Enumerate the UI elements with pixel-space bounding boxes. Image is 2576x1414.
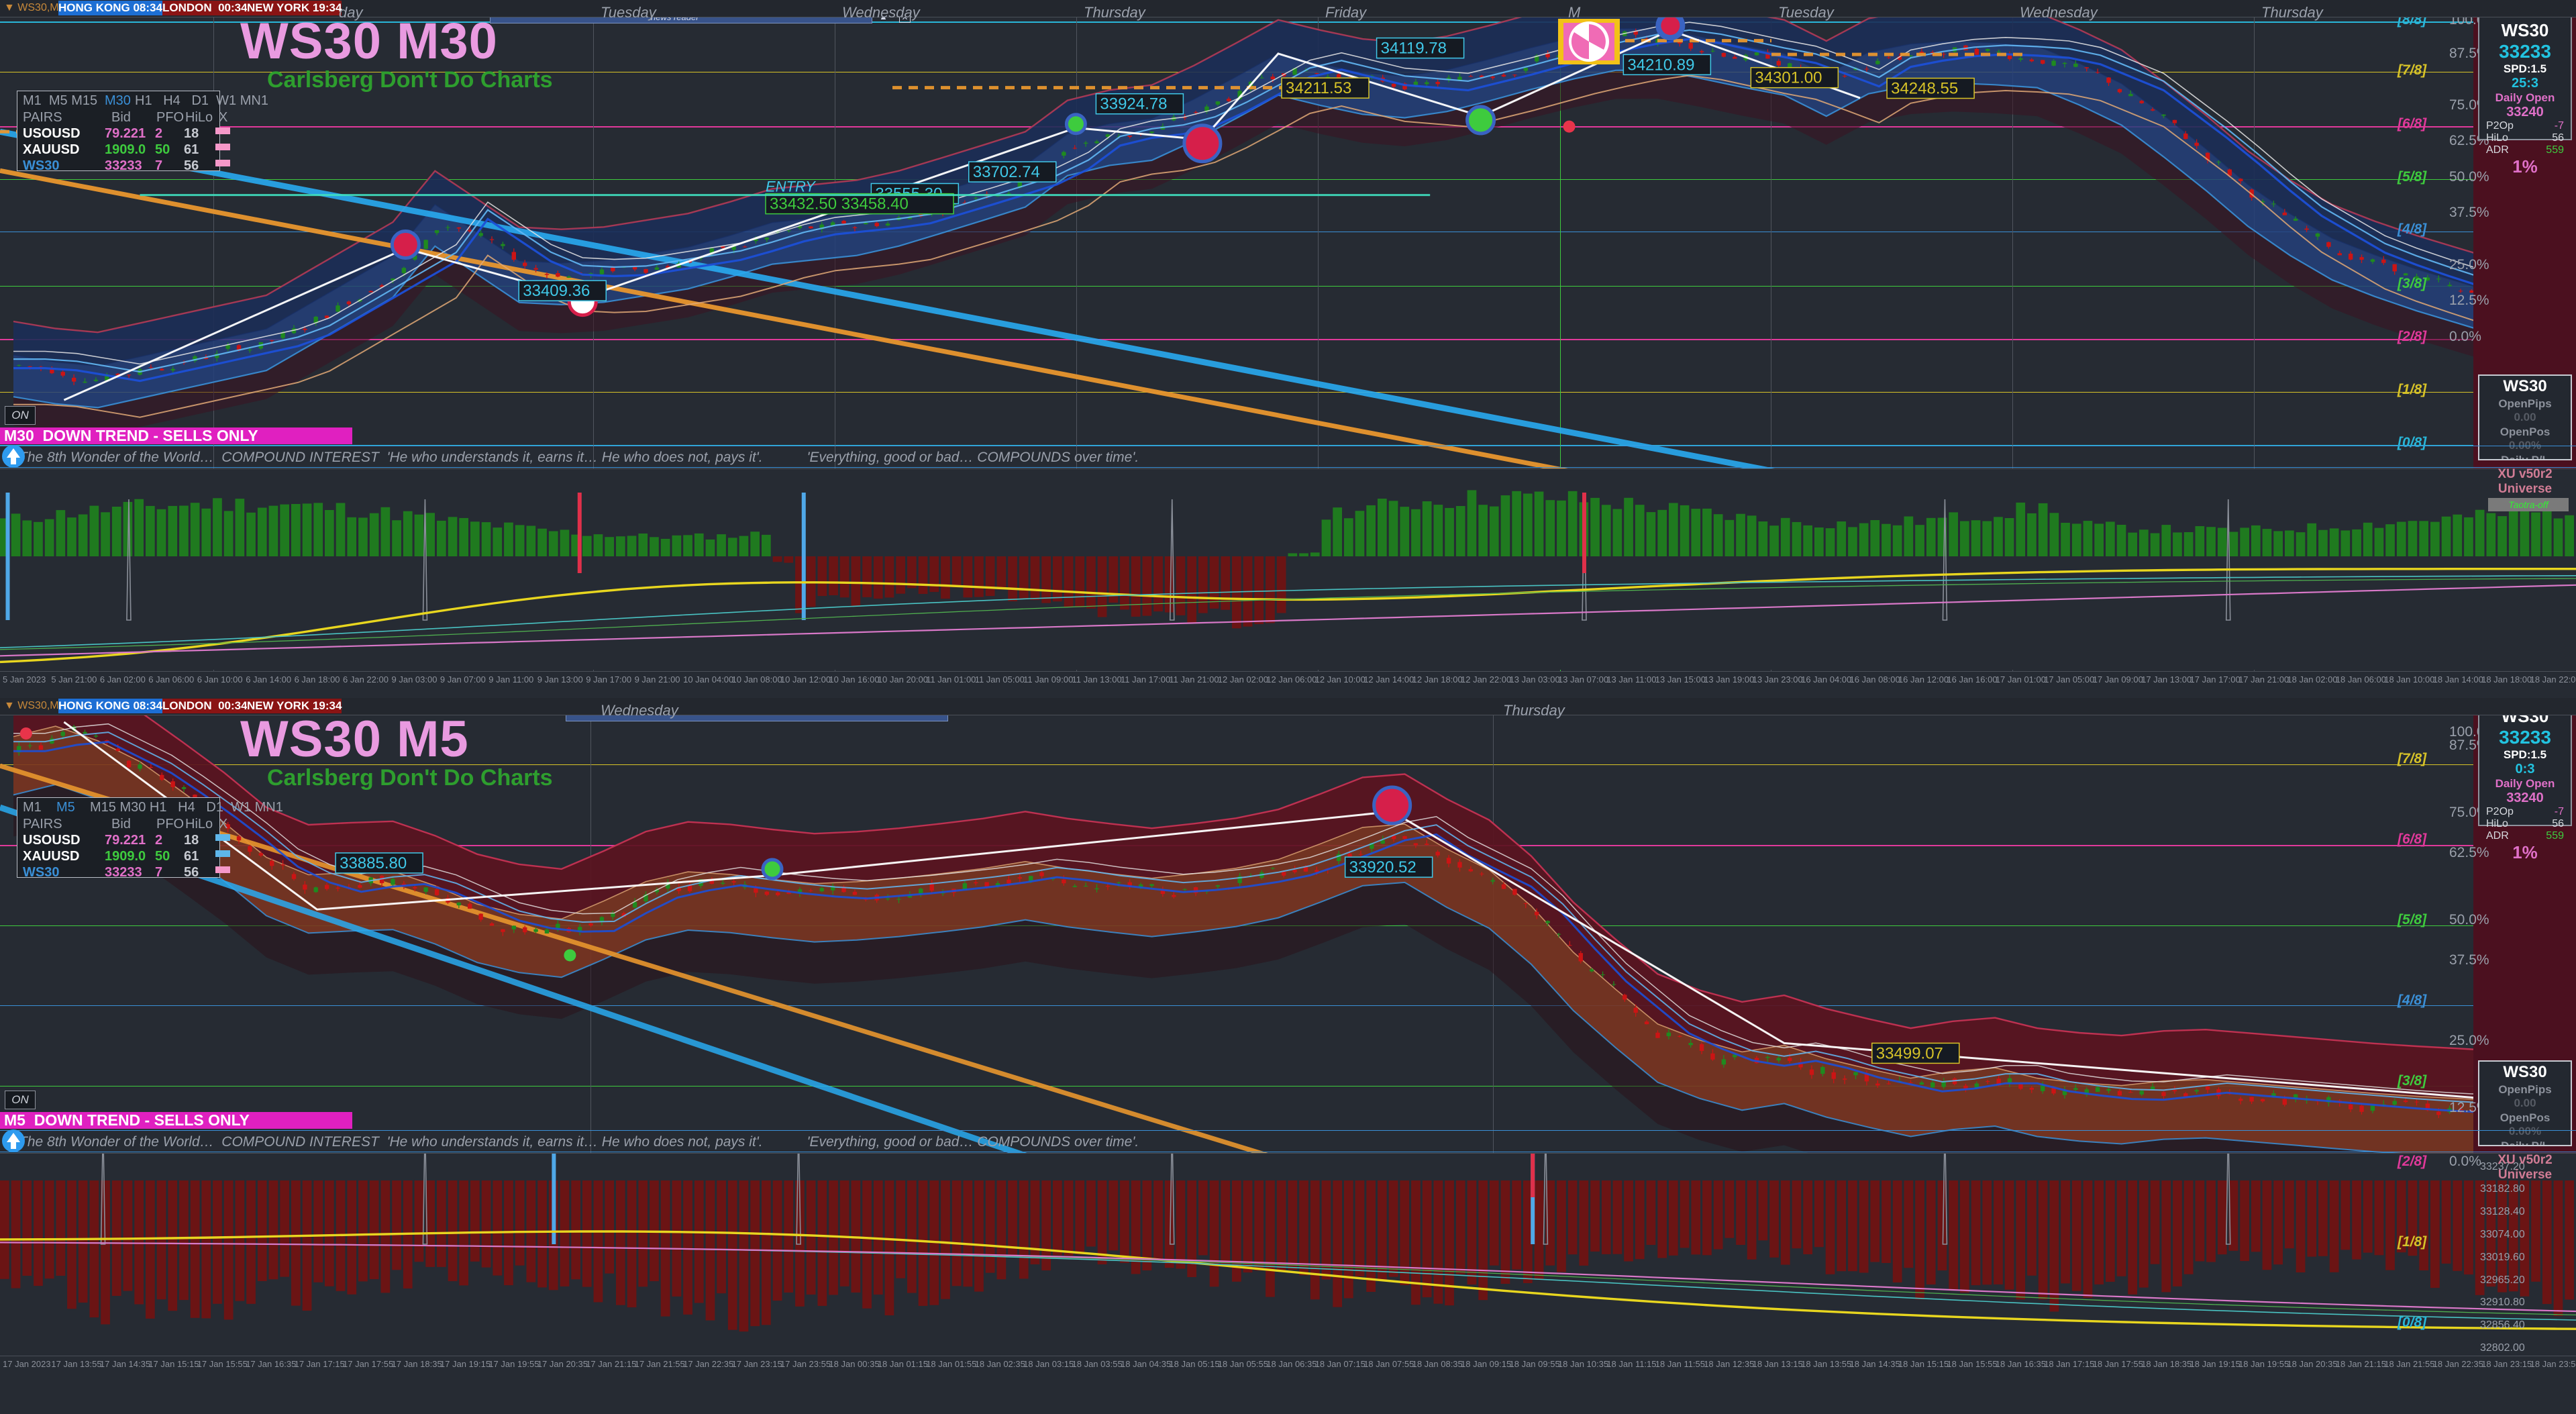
svg-text:34248.55: 34248.55 (1891, 80, 1958, 98)
svg-text:ENTRY: ENTRY (766, 178, 816, 195)
svg-text:33924.78: 33924.78 (1100, 95, 1167, 113)
svg-text:33432.50 33458.40: 33432.50 33458.40 (770, 195, 909, 213)
svg-text:34210.89: 34210.89 (1627, 56, 1694, 74)
svg-text:34301.00: 34301.00 (1755, 69, 1822, 87)
svg-text:34119.78: 34119.78 (1381, 40, 1447, 58)
svg-text:33499.07: 33499.07 (1876, 1044, 1943, 1062)
svg-text:33920.52: 33920.52 (1349, 858, 1416, 876)
svg-text:33885.80: 33885.80 (340, 854, 407, 872)
svg-text:34211.53: 34211.53 (1286, 79, 1351, 97)
svg-text:33409.36: 33409.36 (523, 282, 590, 300)
svg-text:33702.74: 33702.74 (973, 163, 1040, 181)
